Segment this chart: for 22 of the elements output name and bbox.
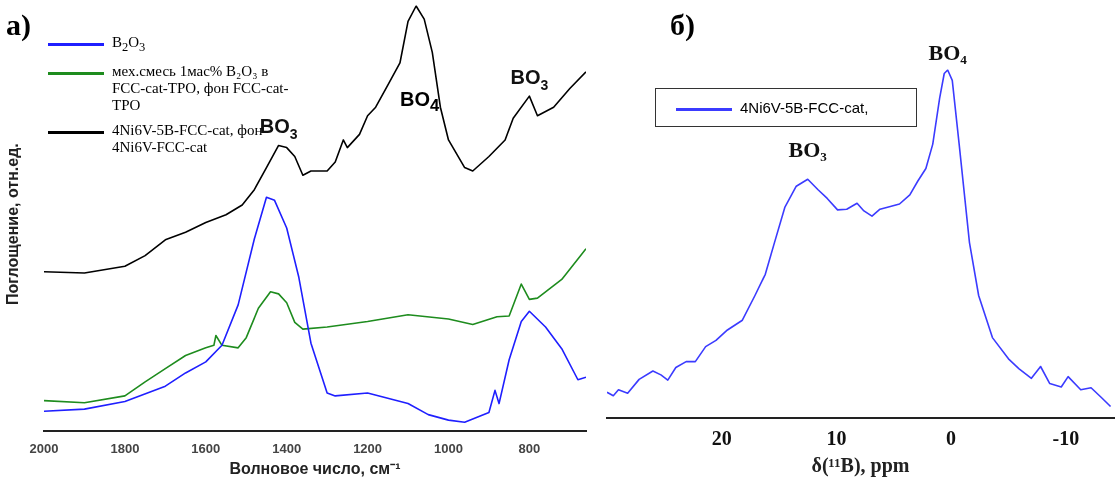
x-tick-label: 10 [826,427,847,450]
annotation: BO$_{4}$ [400,88,440,116]
text: б) [670,8,695,42]
annotation: BO₃ [788,137,828,163]
x-tick-label: 1000 [434,440,463,456]
y-axis-title: Поглощение, отн.ед. [4,143,22,305]
x-tick-label: 20 [711,427,732,450]
x-tick-label: 0 [946,427,957,450]
x-tick-label: 800 [518,440,541,456]
x-axis-title: δ(¹¹B), ppm [811,454,910,478]
x-axis-title: Волновое число, см⁻¹ [229,459,401,477]
legend-label: мех.смесь 1мас% B₂O₃ в FCC-cat-TPO, фон FCC-cat-TPO [112,63,290,114]
annotation: BO₄ [928,40,968,65]
x-tick-label: 1200 [353,440,383,456]
x-tick-label: 2000 [29,440,59,456]
x-tick-label: 1800 [110,440,140,456]
x-tick-label: -10 [1052,427,1080,450]
legend-label: B$_{2}$O$_{3}$ [112,34,146,55]
x-tick-label: 1600 [191,440,221,456]
x-tick-label: 1400 [272,440,302,456]
legend-label: 4Ni6V-5B-FCC-cat, [740,99,869,116]
text: а) [6,8,31,42]
